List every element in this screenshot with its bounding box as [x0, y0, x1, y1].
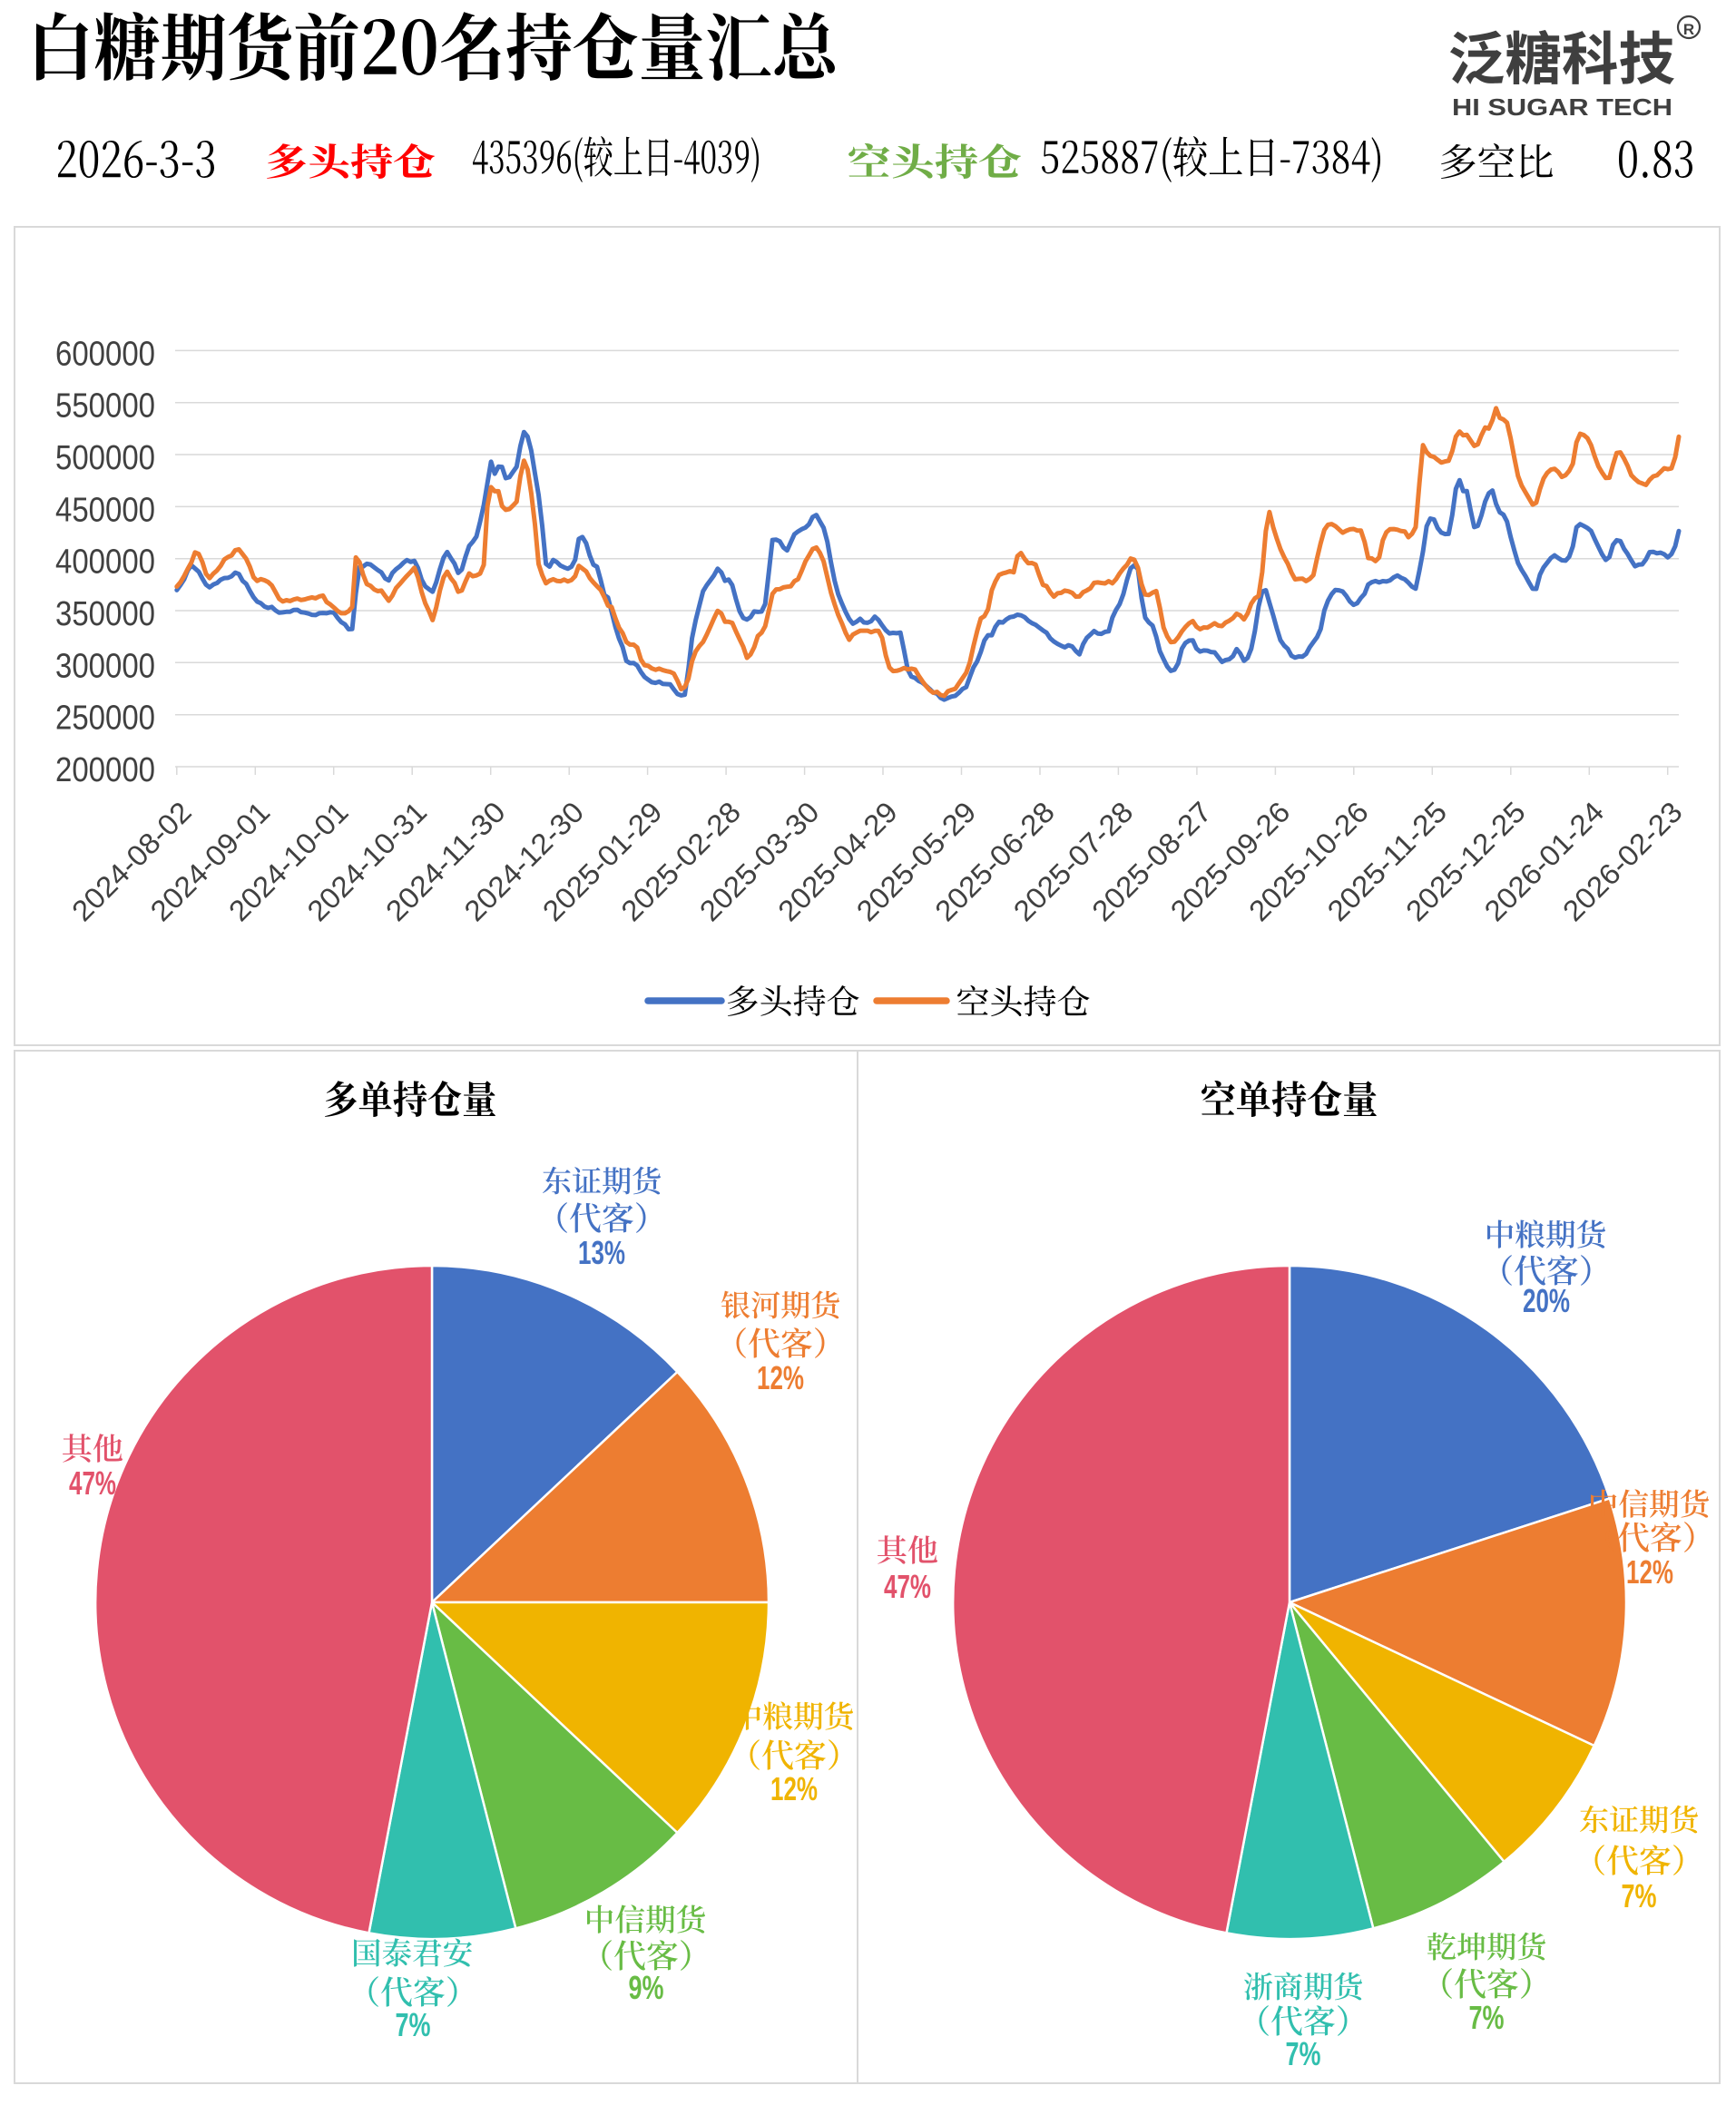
svg-text:47%: 47%: [884, 1568, 931, 1605]
svg-text:7%: 7%: [1469, 1999, 1505, 2036]
svg-text:450000: 450000: [55, 491, 155, 529]
svg-text:47%: 47%: [69, 1464, 116, 1502]
svg-text:12%: 12%: [770, 1770, 818, 1807]
svg-text:350000: 350000: [55, 595, 155, 633]
svg-text:7%: 7%: [1622, 1877, 1657, 1914]
svg-text:550000: 550000: [55, 387, 155, 426]
svg-text:500000: 500000: [55, 439, 155, 477]
svg-text:R: R: [1683, 21, 1694, 38]
svg-text:600000: 600000: [55, 335, 155, 373]
svg-text:7%: 7%: [396, 2006, 431, 2043]
svg-text:HI SUGAR TECH: HI SUGAR TECH: [1452, 93, 1672, 121]
svg-text:20%: 20%: [1523, 1282, 1570, 1319]
svg-text:7%: 7%: [1286, 2035, 1321, 2072]
svg-text:12%: 12%: [757, 1359, 804, 1396]
svg-text:9%: 9%: [629, 1969, 664, 2006]
svg-text:13%: 13%: [578, 1234, 625, 1271]
svg-text:200000: 200000: [55, 751, 155, 789]
svg-text:250000: 250000: [55, 700, 155, 738]
svg-text:300000: 300000: [55, 647, 155, 685]
svg-text:400000: 400000: [55, 543, 155, 582]
svg-text:12%: 12%: [1626, 1553, 1673, 1591]
